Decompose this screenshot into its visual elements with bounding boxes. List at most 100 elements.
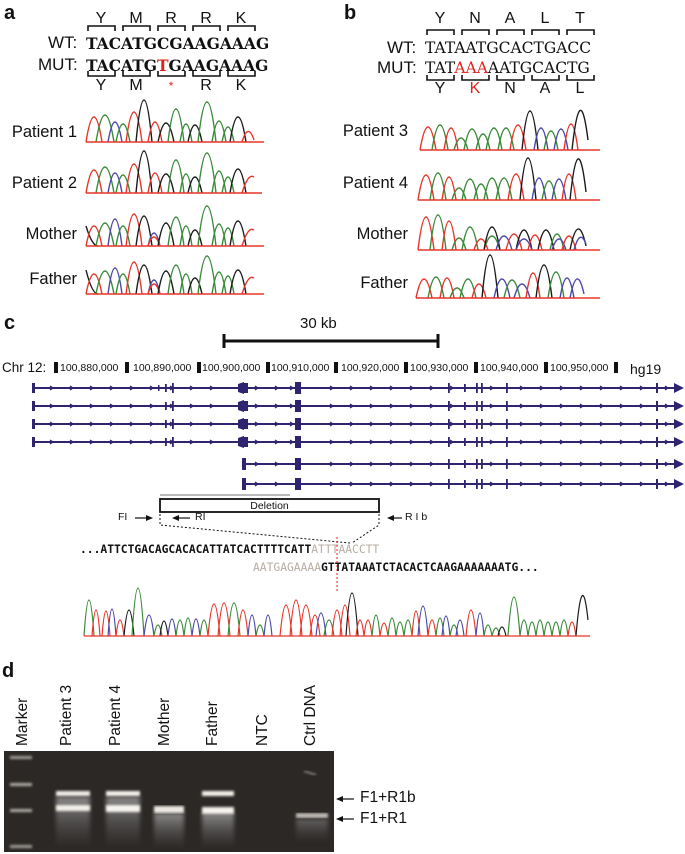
chromatogram-patient2 [85, 150, 262, 194]
coord-label: 100,900,000 [202, 362, 261, 374]
seq-deleted-3prime: AATGAGAAAA [253, 561, 322, 574]
mut-label: MUT: [38, 55, 78, 74]
mut-sequence: TATAAAAATGCACTG [425, 59, 590, 77]
trace-label-patient3: Patient 3 [342, 122, 408, 140]
lane-label-ntc: NTC [254, 714, 271, 746]
aa-label: R [165, 10, 177, 27]
panel-b-codon-top: Y N A L T [425, 10, 605, 32]
chromosome-label: Chr 12: [2, 360, 47, 375]
band-label-f1-r1: F1+R1 [360, 810, 407, 827]
aa-label: A [539, 80, 551, 97]
junction-seq-bottom: AATGAGAAAAGTTATAAATCTACACTCAAGAAAAAAATG.… [253, 561, 539, 574]
coordinate-ruler: 100,880,000 100,890,000 100,900,000 100,… [54, 360, 618, 376]
panel-b-codon-brackets-bottom [426, 75, 595, 81]
trace-label-patient2: Patient 2 [11, 174, 77, 192]
aa-label: R [200, 77, 212, 94]
aa-label: T [575, 10, 585, 27]
ruler-tick [614, 362, 618, 373]
panel-c-letter: c [4, 312, 16, 334]
chromatogram-mother-a [85, 205, 264, 247]
lane-label-marker: Marker [14, 697, 31, 746]
chromatogram-mother-b [417, 214, 600, 251]
scale-bar-label: 30 kb [300, 315, 337, 332]
aa-label: L [540, 10, 550, 27]
panel-b-codon-brackets-top [426, 29, 595, 35]
gene-transcript-tracks [32, 382, 684, 490]
wt-label: WT: [387, 38, 417, 57]
wt-sequence: TACATGCGAAGAAAG [86, 34, 270, 53]
mut-seq-pre: TACATG [86, 56, 157, 75]
ruler-tick [125, 362, 129, 373]
stop-codon-marker: * [168, 79, 174, 93]
aa-label: N [469, 10, 481, 27]
primer-r1-label: RI [195, 511, 206, 523]
trace-label-mother-a: Mother [25, 225, 77, 243]
junction-seq-top: ...ATTCTGACAGCACACATTATCACTTTTCATTATTTAA… [80, 543, 379, 556]
wt-sequence: TATAATGCACTGACC [425, 39, 592, 57]
mut-seq-mutated: T [157, 56, 169, 75]
deletion-diagram [135, 494, 402, 544]
chromatogram-father-a [85, 255, 264, 295]
aa-label: K [235, 77, 247, 94]
panel-b-letter: b [344, 2, 357, 24]
lane-label-ctrl-dna: Ctrl DNA [302, 684, 319, 746]
panel-a-codon-top: Y M R R K [86, 10, 266, 32]
aa-label: Y [95, 10, 107, 27]
aa-label: Y [434, 10, 446, 27]
chromatogram-father-b [415, 254, 600, 299]
chromatogram-patient1 [85, 99, 264, 143]
coord-label: 100,890,000 [133, 362, 192, 374]
mut-seq-post: GAAGAAAG [168, 56, 269, 75]
aa-label: Y [434, 80, 446, 97]
trace-label-father-b: Father [360, 274, 408, 292]
coord-label: 100,920,000 [341, 362, 400, 374]
band-label-f1-r1b: F1+R1b [360, 789, 416, 806]
trace-label-patient1: Patient 1 [11, 123, 77, 141]
lane-label-patient4: Patient 4 [107, 684, 124, 746]
panel-b-codon-bottom: Y K N A L [425, 80, 605, 102]
trace-label-patient4: Patient 4 [342, 174, 408, 192]
coord-label: 100,910,000 [271, 362, 330, 374]
primer-f1-label: FI [118, 511, 128, 523]
junction-chromatogram [83, 587, 590, 637]
wt-label: WT: [48, 33, 78, 52]
mut-seq-inserted: AAA [454, 59, 488, 77]
primer-r1b-label: R I b [405, 511, 428, 523]
ruler-tick [404, 362, 408, 373]
lane-label-mother: Mother [156, 697, 173, 746]
mut-sequence: TACATGTGAAGAAAG [86, 56, 268, 75]
seq-deleted-5prime: ATTTAACCTT [311, 543, 380, 556]
seq-retained-5prime: ATTCTGACAGCACACATTATCACTTTTCATT [100, 543, 312, 556]
ruler-tick [474, 362, 478, 373]
panel-a-codon-brackets-top [87, 25, 256, 31]
coord-label: 100,930,000 [410, 362, 469, 374]
aa-label: L [575, 80, 585, 97]
ruler-tick [197, 362, 201, 373]
mut-seq-post: AATGCACTG [487, 59, 590, 77]
aa-label: Y [95, 77, 107, 94]
band-arrows [336, 796, 354, 822]
mut-seq-pre: TAT [425, 59, 455, 77]
panel-a-codon-brackets-bottom [87, 71, 256, 77]
seq-ellipsis: ... [518, 561, 539, 574]
panel-a-letter: a [4, 2, 16, 24]
panel-d-letter: d [2, 660, 15, 682]
coord-label: 100,880,000 [60, 362, 119, 374]
trace-label-father-a: Father [29, 270, 77, 288]
aa-label: K [235, 10, 247, 27]
breakpoint-line [336, 537, 338, 592]
ruler-tick [54, 362, 58, 373]
aa-label-mutant: K [469, 80, 481, 97]
panel-a-codon-bottom: Y M * R K [86, 77, 266, 99]
coord-label: 100,940,000 [480, 362, 539, 374]
aa-label: M [129, 77, 143, 94]
coord-label: 100,950,000 [550, 362, 609, 374]
aa-label: N [504, 80, 516, 97]
lane-label-father: Father [204, 701, 221, 746]
mut-label: MUT: [377, 58, 417, 77]
aa-label: A [504, 10, 516, 27]
agarose-gel-image [4, 751, 334, 852]
ruler-tick [266, 362, 270, 373]
deletion-label: Deletion [250, 500, 289, 512]
scale-bar [222, 334, 440, 348]
